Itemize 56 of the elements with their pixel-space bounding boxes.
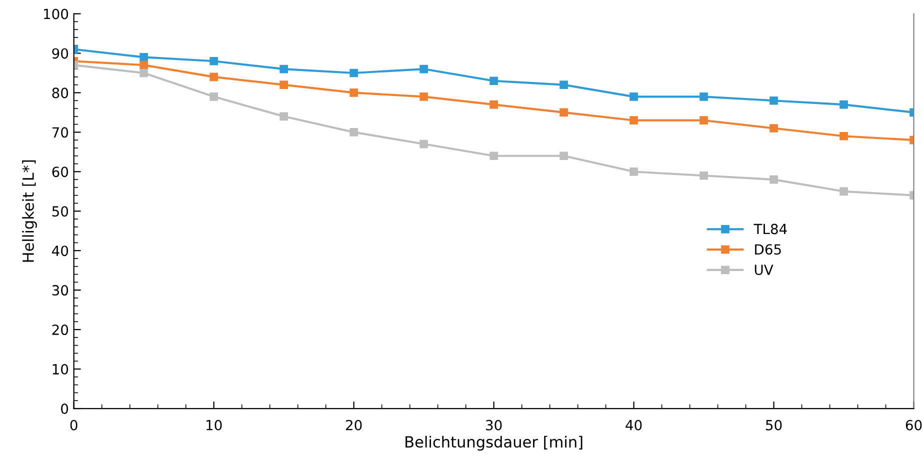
x-tick-label: 40 bbox=[626, 420, 642, 430]
point bbox=[840, 132, 848, 140]
point bbox=[700, 92, 708, 101]
y-axis-title: Helligkeit [L*] bbox=[22, 160, 37, 262]
y-tick-label: 60 bbox=[52, 166, 68, 178]
point bbox=[560, 108, 568, 117]
point bbox=[560, 80, 568, 89]
point bbox=[630, 168, 638, 176]
point bbox=[210, 92, 218, 101]
point bbox=[490, 76, 498, 86]
y-tick-label: 100 bbox=[44, 8, 68, 20]
point bbox=[630, 116, 638, 125]
x-tick-label: 50 bbox=[766, 420, 782, 430]
x-tick-label: 20 bbox=[346, 420, 362, 430]
y-tick-label: 50 bbox=[52, 206, 68, 217]
point bbox=[420, 140, 428, 148]
point bbox=[210, 72, 218, 82]
point bbox=[630, 92, 638, 101]
point bbox=[420, 92, 428, 101]
point bbox=[280, 64, 288, 74]
x-tick-label: 60 bbox=[906, 420, 922, 430]
y-tick-label: 90 bbox=[52, 48, 68, 59]
point bbox=[210, 56, 218, 66]
point bbox=[280, 112, 288, 121]
legend-label: UV bbox=[754, 264, 774, 276]
y-tick-label: 20 bbox=[52, 324, 68, 336]
point bbox=[140, 68, 148, 78]
y-tick-label: 40 bbox=[52, 246, 68, 256]
point bbox=[560, 152, 568, 160]
y-tick-label: 10 bbox=[52, 364, 68, 375]
x-axis-title: Belichtungsdauer [min] bbox=[406, 436, 582, 451]
point bbox=[350, 68, 358, 78]
legend-label: TL84 bbox=[754, 224, 787, 234]
x-tick-label: 10 bbox=[206, 420, 222, 430]
point bbox=[770, 96, 778, 105]
point bbox=[280, 80, 288, 89]
y-tick-label: 30 bbox=[52, 285, 68, 296]
point bbox=[490, 152, 498, 160]
y-tick-label: 80 bbox=[52, 88, 68, 98]
x-tick-label: 0 bbox=[70, 420, 78, 430]
point bbox=[490, 100, 498, 109]
point bbox=[140, 53, 148, 62]
point bbox=[840, 187, 848, 196]
point bbox=[770, 124, 778, 132]
point bbox=[700, 116, 708, 125]
point bbox=[770, 175, 778, 184]
point bbox=[350, 88, 358, 97]
point bbox=[700, 171, 708, 180]
x-tick-label: 30 bbox=[486, 420, 502, 430]
point bbox=[420, 64, 428, 74]
point bbox=[350, 128, 358, 136]
y-tick-label: 0 bbox=[61, 403, 68, 414]
y-tick-label: 70 bbox=[52, 127, 68, 138]
point bbox=[140, 60, 148, 70]
point bbox=[840, 100, 848, 109]
legend-label: D65 bbox=[755, 244, 781, 255]
